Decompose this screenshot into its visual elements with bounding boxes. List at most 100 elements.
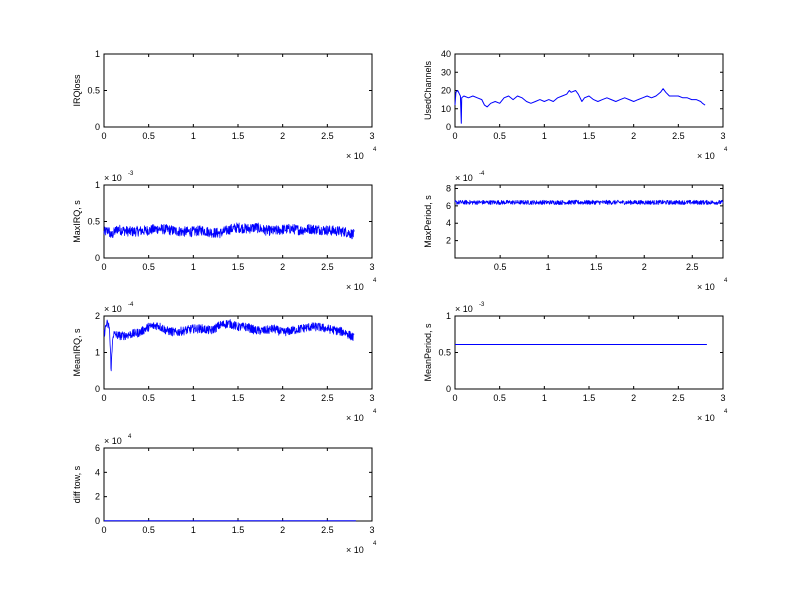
x-tick-label: 2.5 [321, 262, 334, 272]
x-multiplier-exponent: 4 [373, 409, 377, 415]
x-tick-label: 0.5 [493, 393, 506, 403]
x-tick-label: 2 [280, 262, 285, 272]
x-tick-label: 1 [191, 262, 196, 272]
y-multiplier-exponent: -3 [479, 302, 485, 308]
subplot-6: 0 0.5 1 1.5 2 2.5 3 0 0.5 1 MeanPeriod, s × 10 4 × 10… [423, 302, 728, 423]
y-axis-label: MeanIRQ, s [72, 328, 82, 377]
y-tick-label: 0 [95, 516, 100, 526]
x-tick-label: 0 [101, 393, 106, 403]
subplot-3: 0 0.5 1 1.5 2 2.5 3 0 0.5 1 MaxIRQ, s × 10 4 × 10 -3 [72, 171, 377, 292]
x-tick-label: 2.5 [672, 131, 685, 141]
series-line [103, 319, 355, 372]
y-tick-label: 1 [95, 348, 100, 358]
x-multiplier: × 10 [346, 413, 364, 423]
y-tick-label: 20 [441, 86, 451, 96]
x-tick-label: 2 [642, 262, 647, 272]
y-tick-label: 8 [446, 183, 451, 193]
y-tick-label: 2 [95, 311, 100, 321]
x-tick-label: 1 [191, 131, 196, 141]
x-tick-label: 3 [369, 131, 374, 141]
y-axis-label: MeanPeriod, s [423, 323, 433, 382]
x-tick-label: 3 [369, 393, 374, 403]
axes-box [103, 184, 373, 259]
x-tick-label: 0 [101, 131, 106, 141]
series-line [454, 199, 724, 205]
x-tick-label: 1.5 [232, 131, 245, 141]
y-multiplier-exponent: 4 [128, 434, 132, 440]
x-tick-label: 0 [101, 262, 106, 272]
x-tick-label: 3 [369, 262, 374, 272]
y-tick-label: 40 [441, 49, 451, 59]
y-tick-label: 10 [441, 104, 451, 114]
x-multiplier: × 10 [697, 151, 715, 161]
y-tick-label: 0 [95, 384, 100, 394]
y-tick-label: 1 [95, 49, 100, 59]
y-multiplier-exponent: -4 [479, 171, 485, 177]
x-multiplier-exponent: 4 [724, 409, 728, 415]
x-tick-label: 1 [191, 525, 196, 535]
x-multiplier: × 10 [346, 282, 364, 292]
axes-box [103, 447, 373, 522]
x-tick-label: 1.5 [232, 393, 245, 403]
y-axis-label: MaxIRQ, s [72, 200, 82, 243]
subplot-7: 0 0.5 1 1.5 2 2.5 3 0 2 4 6 diff tow, s × 10 4 × 10 4 [72, 434, 377, 555]
x-tick-label: 2.5 [321, 525, 334, 535]
subplot-5: 0 0.5 1 1.5 2 2.5 3 0 1 2 MeanIRQ, s × 10 4 × 10 -4 [72, 302, 377, 423]
y-multiplier: × 10 [104, 304, 122, 314]
y-tick-label: 2 [95, 492, 100, 502]
x-tick-label: 0.5 [142, 393, 155, 403]
x-multiplier: × 10 [697, 413, 715, 423]
y-multiplier: × 10 [104, 173, 122, 183]
x-tick-label: 3 [369, 525, 374, 535]
series-line [103, 222, 355, 240]
y-tick-label: 0 [446, 384, 451, 394]
axes-box [103, 53, 373, 128]
x-multiplier: × 10 [346, 151, 364, 161]
x-multiplier-exponent: 4 [373, 147, 377, 153]
subplot-4: 0.5 1 1.5 2 2.5 2 4 6 8 MaxPeriod, s × 10 4 × 10 -4 [423, 171, 728, 292]
y-tick-label: 0.5 [87, 217, 100, 227]
x-multiplier: × 10 [697, 282, 715, 292]
x-tick-label: 0 [452, 393, 457, 403]
x-tick-label: 0.5 [142, 525, 155, 535]
y-multiplier: × 10 [455, 304, 473, 314]
x-tick-label: 0 [452, 131, 457, 141]
x-multiplier-exponent: 4 [373, 541, 377, 547]
x-tick-label: 1.5 [232, 262, 245, 272]
x-tick-label: 1.5 [583, 131, 596, 141]
y-tick-label: 4 [95, 467, 100, 477]
x-tick-label: 2.5 [686, 262, 699, 272]
x-tick-label: 3 [720, 393, 725, 403]
x-tick-label: 1 [191, 393, 196, 403]
series-line [454, 88, 706, 124]
x-tick-label: 2 [280, 525, 285, 535]
x-tick-label: 1.5 [583, 393, 596, 403]
x-tick-label: 0.5 [142, 131, 155, 141]
y-multiplier: × 10 [104, 436, 122, 446]
y-tick-label: 1 [95, 180, 100, 190]
x-tick-label: 3 [720, 131, 725, 141]
x-tick-label: 2 [280, 131, 285, 141]
subplot-1: 0 0.5 1 1.5 2 2.5 3 0 0.5 1 IRQloss × 10 4 [72, 49, 377, 161]
x-tick-label: 0.5 [142, 262, 155, 272]
y-tick-label: 0.5 [87, 86, 100, 96]
x-tick-label: 0 [101, 525, 106, 535]
x-tick-label: 1 [542, 131, 547, 141]
y-tick-label: 0 [95, 122, 100, 132]
x-tick-label: 1.5 [232, 525, 245, 535]
y-tick-label: 30 [441, 67, 451, 77]
y-multiplier-exponent: -3 [128, 171, 134, 177]
x-tick-label: 1.5 [590, 262, 603, 272]
y-tick-label: 0 [95, 253, 100, 263]
x-multiplier-exponent: 4 [724, 147, 728, 153]
x-tick-label: 2 [631, 131, 636, 141]
y-tick-label: 4 [446, 218, 451, 228]
x-tick-label: 2 [631, 393, 636, 403]
x-tick-label: 2.5 [321, 393, 334, 403]
x-tick-label: 2 [280, 393, 285, 403]
x-tick-label: 1 [542, 393, 547, 403]
x-multiplier-exponent: 4 [373, 278, 377, 284]
y-tick-label: 0 [446, 122, 451, 132]
